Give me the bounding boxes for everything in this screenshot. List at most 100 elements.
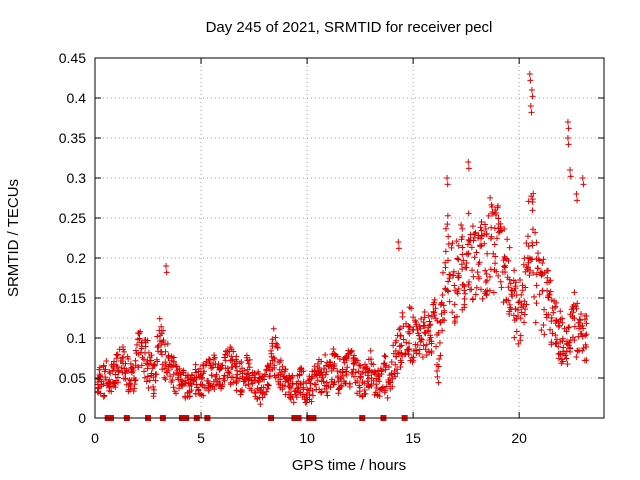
data-point [501, 263, 508, 270]
data-point [148, 352, 155, 359]
y-tick-label: 0.25 [59, 210, 86, 226]
x-tick-label: 15 [405, 430, 421, 446]
data-point [112, 371, 119, 378]
data-point [564, 119, 571, 125]
data-point [271, 356, 278, 363]
data-point [505, 284, 512, 291]
data-point [173, 369, 180, 376]
data-point [135, 364, 142, 371]
y-tick-label: 0.15 [59, 290, 86, 306]
data-point [207, 382, 214, 389]
data-point [482, 279, 489, 286]
data-point [267, 373, 274, 380]
data-point [465, 250, 472, 257]
data-point [543, 267, 550, 274]
data-point [160, 327, 167, 334]
data-point [160, 337, 167, 344]
data-point [427, 321, 434, 328]
data-point [449, 240, 456, 247]
data-point [169, 363, 176, 370]
data-point [153, 371, 160, 378]
data-point [217, 385, 224, 392]
data-point [522, 284, 529, 291]
data-point [504, 236, 511, 243]
data-point [136, 330, 143, 337]
data-point [245, 381, 252, 388]
data-point [418, 316, 425, 323]
data-point [565, 324, 572, 331]
data-point [478, 218, 485, 225]
data-point [528, 109, 535, 116]
data-point [261, 391, 268, 398]
data-point [433, 343, 440, 350]
data-point [110, 361, 117, 368]
data-point [121, 348, 128, 355]
data-point [455, 242, 462, 249]
data-point [138, 362, 145, 369]
y-tick-label: 0.4 [67, 90, 87, 106]
data-point [426, 318, 433, 325]
data-point [306, 391, 313, 398]
data-point [162, 348, 169, 355]
data-point [479, 232, 486, 239]
data-point [395, 239, 402, 245]
data-point [282, 391, 289, 398]
data-point [574, 300, 581, 307]
data-point [434, 368, 441, 375]
data-point [431, 312, 438, 319]
data-point [550, 309, 557, 316]
data-point [396, 326, 403, 333]
data-point [442, 264, 449, 271]
data-point [208, 372, 215, 379]
data-point [509, 287, 516, 294]
data-point [515, 299, 522, 306]
data-point [569, 334, 576, 341]
data-point [221, 372, 228, 379]
data-point [280, 373, 287, 380]
data-point [577, 310, 584, 317]
data-point [518, 291, 525, 298]
data-point [148, 370, 155, 377]
data-point [581, 357, 588, 364]
data-point [150, 383, 157, 390]
data-point [416, 346, 423, 353]
data-point [258, 384, 265, 391]
data-point [563, 328, 570, 335]
data-point [479, 295, 486, 302]
data-point [105, 380, 112, 387]
data-point [219, 362, 226, 369]
data-point [564, 135, 571, 141]
data-point [468, 244, 475, 251]
data-point [458, 261, 465, 268]
data-point [368, 360, 375, 367]
data-point [546, 279, 553, 286]
data-point [316, 364, 323, 371]
data-point [361, 387, 368, 394]
data-point [466, 278, 473, 285]
data-point [355, 368, 362, 375]
data-point [487, 235, 494, 242]
data-point [334, 367, 341, 374]
data-point [412, 347, 419, 354]
data-point [445, 257, 452, 264]
data-point [372, 389, 379, 396]
data-point [200, 392, 207, 399]
data-point [555, 343, 562, 350]
data-point [211, 354, 218, 361]
data-point [485, 212, 492, 219]
data-point [573, 305, 580, 312]
data-point [386, 363, 393, 370]
data-point [182, 377, 189, 384]
data-point [271, 362, 278, 369]
data-point [195, 390, 202, 397]
data-point [373, 381, 380, 388]
data-point [337, 376, 344, 383]
data-point [227, 379, 234, 386]
data-point [245, 360, 252, 367]
data-point [257, 387, 264, 394]
data-point [495, 272, 502, 279]
data-point [97, 390, 104, 397]
data-point [265, 364, 272, 371]
data-point [470, 273, 477, 280]
